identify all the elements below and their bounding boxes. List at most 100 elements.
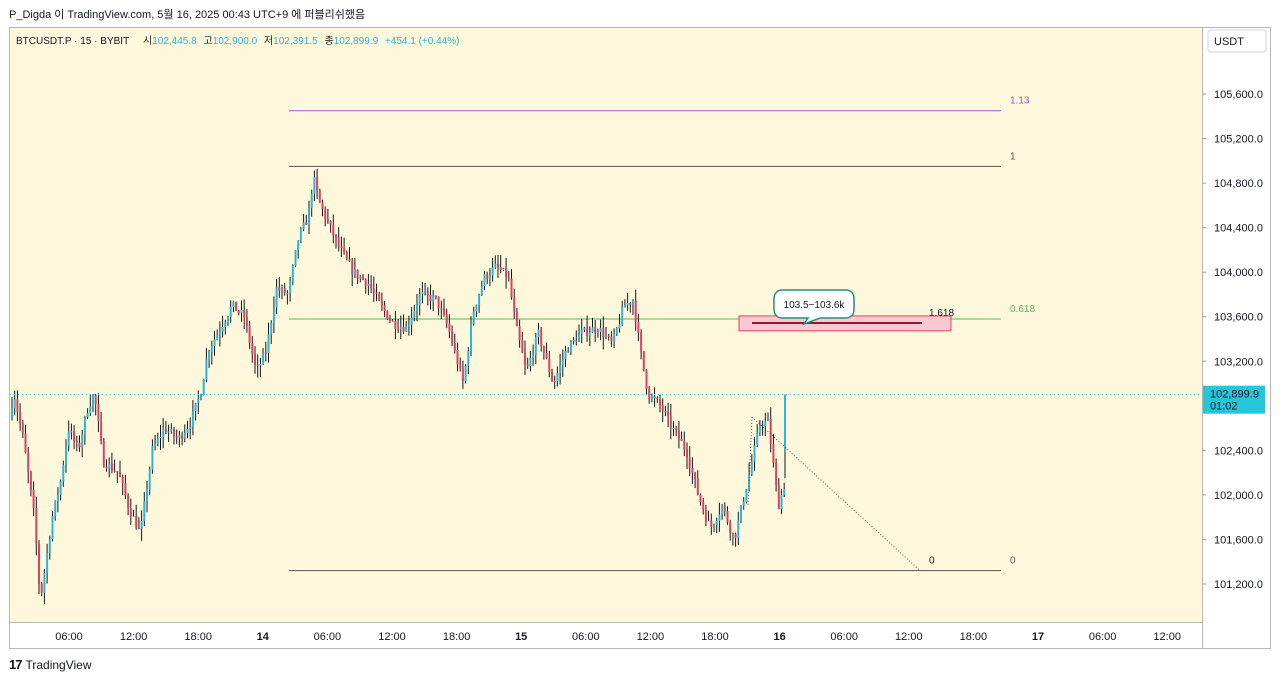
candle-body — [154, 443, 157, 447]
time-axis[interactable]: 06:00 12:00 18:00 14 06:00 12:00 18:00 15 06:00 1… — [55, 631, 1181, 643]
time-tick-label: 06:00 — [830, 631, 858, 643]
candle-body — [51, 516, 54, 539]
candle-body — [472, 311, 475, 325]
fib-level-label: 1.13 — [1010, 96, 1030, 107]
candle-body — [313, 177, 316, 194]
candle-body — [642, 351, 645, 370]
candle-body — [248, 325, 251, 343]
candle-body — [232, 301, 235, 308]
candle-body — [281, 287, 283, 291]
candle-body — [405, 326, 408, 332]
legend-ohlc: 시102,445.8 고102,900.0 저102,391.5 종102,89… — [143, 35, 459, 47]
candle-body — [607, 335, 610, 337]
candle-body — [362, 276, 364, 280]
candle-body — [227, 316, 229, 323]
time-tick-label: 06:00 — [1089, 631, 1117, 643]
candle-body — [632, 300, 634, 305]
candle-body — [305, 222, 308, 225]
brand-name: TradingView — [25, 657, 92, 672]
candle-body — [370, 283, 373, 289]
candle-body — [637, 322, 640, 333]
time-tick-label: 14 — [257, 631, 270, 643]
candle-body — [289, 281, 292, 294]
currency-box[interactable] — [1207, 29, 1267, 53]
candle-body — [143, 501, 146, 521]
candle-body — [772, 444, 775, 463]
candle-body — [545, 352, 548, 359]
candle-body — [775, 462, 778, 485]
candle-body — [81, 434, 84, 448]
candle-body — [680, 439, 683, 441]
time-tick-label: 06:00 — [572, 631, 600, 643]
candle-body — [513, 297, 516, 312]
candle-body — [702, 501, 705, 510]
candle-body — [443, 308, 445, 315]
price-chart[interactable]: 1.13 1 0.618 0 1.618 103.5~103.6k 0 105,600.0… — [10, 28, 1270, 648]
candle-body — [105, 466, 108, 469]
fib-level-label: 1 — [1010, 151, 1016, 162]
candle-body — [16, 399, 19, 412]
candle-body — [218, 331, 221, 335]
candle-body — [434, 295, 437, 297]
candle-body — [83, 417, 86, 435]
candle-body — [202, 379, 205, 396]
current-price-tag — [1203, 385, 1265, 414]
candle-body — [656, 398, 659, 400]
brand-footer[interactable]: 17 TradingView — [9, 657, 92, 672]
candle-body — [380, 300, 383, 306]
candle-body — [613, 333, 616, 342]
candle-body — [186, 429, 189, 434]
candle-body — [364, 279, 367, 286]
candle-body — [731, 532, 734, 534]
time-tick-label: 12:00 — [637, 631, 665, 643]
candle-body — [694, 472, 697, 479]
callout-bubble[interactable] — [773, 289, 855, 326]
candle-body — [205, 359, 208, 380]
candle-body — [27, 452, 30, 473]
candle-body — [726, 510, 729, 523]
candle-body — [440, 308, 443, 310]
candle-body — [626, 303, 629, 306]
candle-body — [46, 552, 49, 573]
candle-body — [137, 528, 140, 530]
candle-body — [162, 428, 165, 438]
candle-body — [70, 431, 73, 433]
candle-body — [540, 329, 543, 347]
candle-body — [542, 346, 545, 353]
candle-body — [470, 324, 472, 352]
candle-body — [386, 311, 389, 320]
candle-body — [78, 442, 81, 448]
candle-body — [605, 335, 607, 338]
candle-body — [707, 520, 710, 522]
candle-body — [780, 494, 783, 510]
candle-body — [551, 372, 553, 382]
candle-body — [345, 252, 348, 259]
candle-body — [740, 505, 742, 521]
candle-body — [89, 406, 92, 414]
candle-body — [461, 367, 464, 382]
candle-body — [332, 224, 335, 236]
candle-body — [488, 275, 491, 279]
candle-body — [777, 484, 780, 510]
candle-body — [326, 218, 329, 221]
candle-body — [389, 319, 391, 321]
candle-body — [127, 495, 130, 509]
candle-body — [737, 520, 740, 538]
candle-body — [48, 538, 51, 553]
candle-body — [221, 327, 224, 332]
projection-line[interactable] — [751, 416, 921, 571]
candle-body — [189, 426, 192, 430]
candle-body — [748, 474, 751, 490]
candle-body — [421, 291, 424, 295]
candle-body — [704, 509, 707, 521]
chart-frame[interactable]: 1.13 1 0.618 0 1.618 103.5~103.6k 0 105,600.0… — [9, 27, 1271, 649]
annotations[interactable]: 1.618 103.5~103.6k 0 — [738, 289, 954, 571]
candle-body — [569, 341, 572, 353]
candle-body — [453, 343, 456, 350]
candle-body — [691, 467, 694, 473]
price-axis[interactable]: 105,600.0 105,200.0 104,800.0 104,400.0 104,… — [10, 89, 1265, 591]
candle-body — [340, 246, 343, 249]
candle-body — [318, 189, 321, 203]
candle-body — [286, 293, 289, 295]
candle-body — [634, 300, 637, 323]
